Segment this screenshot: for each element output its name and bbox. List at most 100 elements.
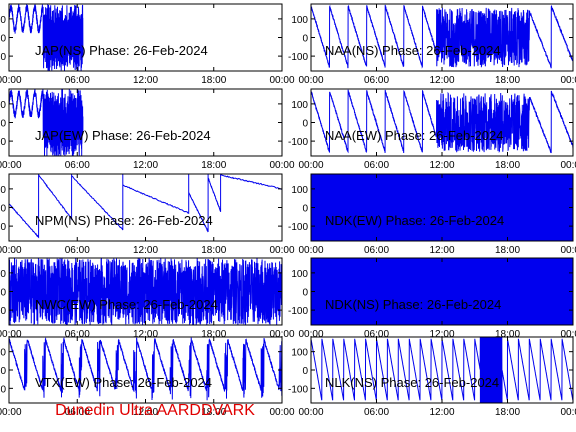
x-tick-label: 18:00 [495, 245, 520, 256]
x-tick-label: 00:00 [560, 329, 576, 340]
x-tick-label: 06:00 [364, 160, 389, 171]
phase-trace [9, 89, 84, 156]
x-tick-label: 18:00 [201, 407, 226, 418]
chart-panel-4: 100 0 -100 00:00 06:00 12:00 18:00 00:00 NAA(EW)… [288, 88, 576, 171]
y-tick-label: 100 [0, 100, 6, 111]
x-tick-label: 00:00 [0, 75, 22, 86]
x-tick-label: 00:00 [269, 245, 294, 256]
x-tick-label: 18:00 [495, 407, 520, 418]
phase-trace [9, 174, 282, 239]
x-tick-label: 12:00 [429, 245, 454, 256]
x-tick-label: 00:00 [298, 245, 323, 256]
x-tick-label: 12:00 [429, 75, 454, 86]
x-tick-label: 18:00 [201, 160, 226, 171]
x-tick-label: 18:00 [201, 329, 226, 340]
y-tick-label: -100 [0, 222, 6, 233]
y-tick-label: -100 [0, 306, 6, 317]
y-tick-label: -100 [288, 52, 308, 63]
y-tick-label: 0 [0, 34, 6, 45]
panel-title: NLK(NS) Phase: 26-Feb-2024 [325, 375, 499, 390]
chart-panel-6: 100 0 -100 00:00 06:00 12:00 18:00 00:00 NDK(EW)… [288, 173, 576, 256]
y-tick-label: 0 [0, 204, 6, 215]
x-tick-label: 00:00 [0, 407, 22, 418]
x-tick-label: 12:00 [133, 75, 158, 86]
y-tick-label: 100 [291, 15, 308, 26]
panel-title: NDK(NS) Phase: 26-Feb-2024 [325, 297, 501, 312]
x-tick-label: 00:00 [298, 75, 323, 86]
y-tick-label: -100 [0, 384, 6, 395]
x-tick-label: 18:00 [495, 329, 520, 340]
chart-panel-1: 100 0 -100 00:00 06:00 12:00 18:00 00:00 JAP(NS)… [0, 3, 295, 86]
x-tick-label: 12:00 [133, 329, 158, 340]
y-tick-label: -100 [288, 384, 308, 395]
plot-frame [8, 173, 283, 242]
phase-trace [311, 4, 573, 69]
y-tick-label: -100 [0, 137, 6, 148]
x-tick-label: 00:00 [560, 245, 576, 256]
x-tick-label: 00:00 [560, 160, 576, 171]
chart-panel-7: 100 0 -100 00:00 06:00 12:00 18:00 00:00 NWC(EW)… [0, 257, 295, 340]
panel-title: NPM(NS) Phase: 26-Feb-2024 [35, 213, 213, 228]
x-tick-label: 06:00 [65, 245, 90, 256]
x-tick-label: 06:00 [364, 75, 389, 86]
x-tick-label: 06:00 [65, 75, 90, 86]
x-tick-label: 06:00 [364, 245, 389, 256]
y-tick-label: 0 [0, 288, 6, 299]
y-tick-label: 100 [291, 185, 308, 196]
phase-trace [9, 258, 282, 325]
x-tick-label: 12:00 [429, 160, 454, 171]
panel-title: VTX(EW) Phase: 26-Feb-2024 [35, 375, 212, 390]
x-tick-label: 00:00 [269, 407, 294, 418]
y-tick-label: 100 [0, 348, 6, 359]
phase-trace [9, 4, 84, 71]
x-tick-label: 12:00 [133, 245, 158, 256]
y-tick-label: -100 [288, 137, 308, 148]
panel-title: JAP(NS) Phase: 26-Feb-2024 [35, 43, 208, 58]
y-tick-label: 100 [0, 269, 6, 280]
x-tick-label: 00:00 [298, 160, 323, 171]
x-tick-label: 00:00 [269, 75, 294, 86]
x-tick-label: 12:00 [429, 407, 454, 418]
phase-trace [311, 258, 573, 325]
x-tick-label: 18:00 [201, 245, 226, 256]
phase-trace [311, 337, 573, 403]
x-tick-label: 00:00 [560, 407, 576, 418]
y-tick-label: 0 [302, 119, 308, 130]
y-tick-label: 100 [291, 100, 308, 111]
x-tick-label: 00:00 [0, 245, 22, 256]
y-tick-label: 0 [0, 119, 6, 130]
chart-panel-3: 100 0 -100 00:00 06:00 12:00 18:00 00:00 JAP(EW)… [0, 88, 295, 171]
y-tick-label: 0 [302, 34, 308, 45]
chart-panel-8: 100 0 -100 00:00 06:00 12:00 18:00 00:00 NDK(NS)… [288, 257, 576, 340]
x-tick-label: 00:00 [298, 329, 323, 340]
y-tick-label: 0 [302, 204, 308, 215]
x-tick-label: 18:00 [201, 75, 226, 86]
panel-title: NDK(EW) Phase: 26-Feb-2024 [325, 213, 504, 228]
x-tick-label: 06:00 [65, 329, 90, 340]
x-tick-label: 12:00 [133, 407, 158, 418]
panel-title: NAA(NS) Phase: 26-Feb-2024 [325, 43, 501, 58]
x-tick-label: 12:00 [133, 160, 158, 171]
y-tick-label: 100 [0, 15, 6, 26]
x-tick-label: 00:00 [0, 160, 22, 171]
x-tick-label: 18:00 [495, 160, 520, 171]
panel-title: NAA(EW) Phase: 26-Feb-2024 [325, 128, 503, 143]
chart-panel-5: 100 0 -100 00:00 06:00 12:00 18:00 00:00 NPM(NS)… [0, 173, 295, 256]
x-tick-label: 06:00 [65, 160, 90, 171]
phase-trace [311, 174, 573, 241]
x-tick-label: 00:00 [0, 329, 22, 340]
y-tick-label: 100 [291, 348, 308, 359]
y-tick-label: 100 [0, 185, 6, 196]
x-tick-label: 00:00 [298, 407, 323, 418]
y-tick-label: -100 [0, 52, 6, 63]
y-tick-label: 0 [0, 366, 6, 377]
footer-label: Dunedin Ultra AARDDVARK [55, 402, 255, 419]
panel-title: JAP(EW) Phase: 26-Feb-2024 [35, 128, 211, 143]
chart-panel-10: 100 0 -100 00:00 06:00 12:00 18:00 00:00 NLK(NS)… [288, 336, 576, 418]
x-tick-label: 00:00 [269, 329, 294, 340]
x-tick-label: 18:00 [495, 75, 520, 86]
y-tick-label: 0 [302, 288, 308, 299]
x-tick-label: 06:00 [364, 329, 389, 340]
chart-panel-2: 100 0 -100 00:00 06:00 12:00 18:00 00:00 NAA(NS)… [288, 3, 576, 86]
y-tick-label: -100 [288, 222, 308, 233]
